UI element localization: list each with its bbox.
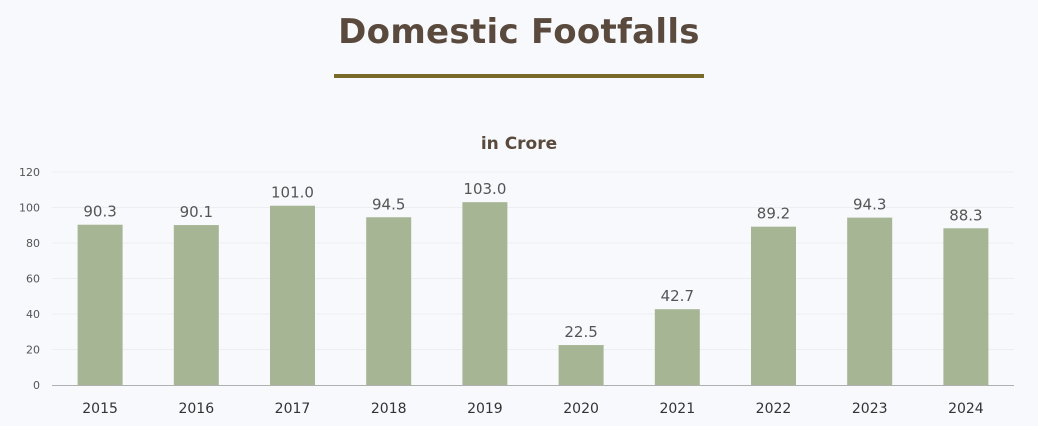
- data-labels: 90.3 90.1 101.0 94.5 103.0 22.5 42.7 89.2 94.3 88…: [83, 180, 982, 341]
- y-tick-label: 120: [19, 166, 40, 179]
- bar-2024: [943, 228, 989, 385]
- data-label-2021: 42.7: [661, 287, 694, 305]
- title-underline: [334, 74, 704, 78]
- bar-2016: [173, 225, 219, 385]
- y-tick-label: 60: [26, 273, 40, 286]
- x-tick-label-2019: 2019: [467, 401, 503, 417]
- data-label-2023: 94.3: [853, 196, 886, 214]
- y-tick-label: 0: [33, 379, 40, 392]
- chart-subtitle: in Crore: [481, 134, 557, 154]
- x-tick-label-2020: 2020: [563, 401, 599, 417]
- y-tick-label: 80: [26, 237, 40, 250]
- y-tick-label: 100: [19, 202, 40, 215]
- bars: [77, 202, 989, 385]
- bar-2023: [847, 217, 893, 385]
- page-title: Domestic Footfalls: [338, 12, 700, 52]
- bar-2018: [366, 217, 412, 385]
- x-tick-label-2024: 2024: [948, 401, 984, 417]
- bar-2021: [654, 309, 700, 385]
- data-label-2015: 90.3: [83, 203, 116, 221]
- bar-2020: [558, 345, 604, 385]
- x-tick-label-2015: 2015: [82, 401, 118, 417]
- x-tick-label-2018: 2018: [371, 401, 407, 417]
- x-tick-label-2016: 2016: [178, 401, 214, 417]
- x-tick-label-2017: 2017: [275, 401, 311, 417]
- data-label-2019: 103.0: [463, 180, 506, 198]
- data-label-2017: 101.0: [271, 184, 314, 202]
- data-label-2018: 94.5: [372, 195, 405, 213]
- x-tick-label-2023: 2023: [852, 401, 888, 417]
- bar-2019: [462, 202, 508, 385]
- bar-2022: [751, 226, 796, 385]
- y-tick-label: 20: [26, 344, 40, 357]
- data-label-2016: 90.1: [180, 203, 213, 221]
- x-tick-label-2022: 2022: [756, 401, 792, 417]
- y-axis-ticks: 0 20 40 60 80 100 120: [19, 166, 40, 392]
- x-tick-label-2021: 2021: [659, 401, 695, 417]
- bar-2015: [77, 224, 123, 385]
- x-axis-ticks: 2015 2016 2017 2018 2019 2020 2021 2022 2023 2024: [82, 401, 984, 417]
- y-tick-label: 40: [26, 308, 40, 321]
- bar-2017: [270, 205, 315, 385]
- data-label-2022: 89.2: [757, 205, 790, 223]
- data-label-2024: 88.3: [949, 206, 982, 224]
- data-label-2020: 22.5: [564, 323, 597, 341]
